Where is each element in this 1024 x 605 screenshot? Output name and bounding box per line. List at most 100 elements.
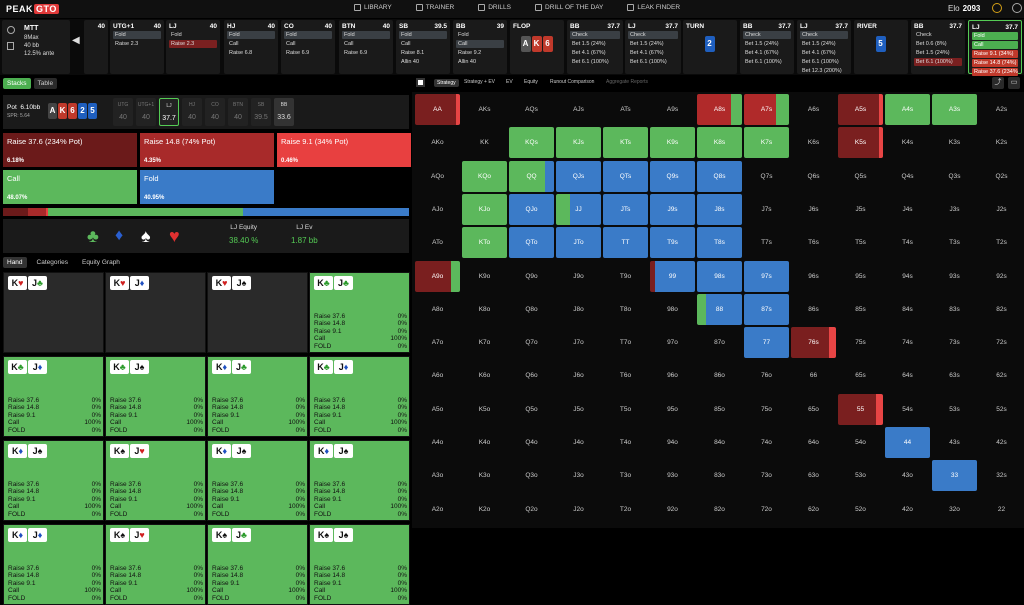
range-cell-AJs[interactable]: AJs xyxy=(573,106,584,113)
hand-combo-cell[interactable]: K ♣ J ♦ Raise 37.6 0% Raise 14.8 0% Raise 9.1 0% C… xyxy=(3,356,104,437)
player-column-lj[interactable]: LJ 37.7 Fold Call Raise 9.1 (34%) Raise 14.8 … xyxy=(968,20,1022,76)
range-cell-64o[interactable]: 64o xyxy=(808,439,819,446)
action-option[interactable]: Check xyxy=(916,32,932,38)
range-cell-J3o[interactable]: J3o xyxy=(573,472,584,480)
export-icon[interactable]: ▭ xyxy=(1008,77,1020,89)
range-cell-A4s[interactable]: A4s xyxy=(885,94,930,125)
range-cell-42o[interactable]: 42o xyxy=(902,505,913,513)
range-cell-AJo[interactable]: AJo xyxy=(431,205,444,213)
range-cell-44[interactable]: 44 xyxy=(885,427,930,458)
nav-item[interactable]: DRILL OF THE DAY xyxy=(535,4,603,11)
action-option[interactable]: Fold xyxy=(171,32,182,38)
range-cell-Q7o[interactable]: Q7o xyxy=(525,339,538,347)
action-option[interactable]: Fold xyxy=(113,31,161,39)
range-cell-Q3o[interactable]: Q3o xyxy=(525,472,538,480)
strategy-raise-1[interactable]: Raise 14.8 (74% Pot) 4.35% xyxy=(140,133,274,167)
hand-combo-cell[interactable]: K ♥ J ♦ xyxy=(105,272,206,353)
player-column-bb[interactable]: BB 39 Fold Call Raise 9.2 Allin 40 xyxy=(453,20,507,74)
range-cell-QTs[interactable]: QTs xyxy=(603,160,648,192)
range-cell-55[interactable]: 55 xyxy=(838,393,883,425)
range-cell-KQs[interactable]: KQs xyxy=(509,127,554,159)
range-cell-AA[interactable]: AA xyxy=(415,94,460,125)
range-cell-85s[interactable]: 85s xyxy=(855,305,866,313)
hand-combo-cell[interactable]: K ♠ J ♥ Raise 37.6 0% Raise 14.8 0% Raise 9.1 0% C… xyxy=(105,440,206,521)
range-cell-JTo[interactable]: JTo xyxy=(556,227,601,259)
action-option[interactable]: Bet 0.6 (8%) xyxy=(916,41,947,47)
range-cell-AQs[interactable]: AQs xyxy=(525,106,538,113)
range-cell-K7s[interactable]: K7s xyxy=(744,127,789,159)
range-cell-J6o[interactable]: J6o xyxy=(573,372,584,380)
range-cell-J8o[interactable]: J8o xyxy=(573,305,584,313)
action-option[interactable]: Call xyxy=(456,40,504,48)
action-option[interactable]: Call xyxy=(972,41,1018,49)
range-cell-J4s[interactable]: J4s xyxy=(902,205,913,213)
range-cell-52o[interactable]: 52o xyxy=(855,505,866,513)
range-cell-33[interactable]: 33 xyxy=(932,460,977,492)
range-cell-J4o[interactable]: J4o xyxy=(573,439,584,446)
action-option[interactable]: Raise 2.3 xyxy=(115,41,139,47)
action-option[interactable]: Call xyxy=(401,41,411,47)
range-cell-A9s[interactable]: A9s xyxy=(666,106,679,113)
range-cell-K2o[interactable]: K2o xyxy=(478,505,491,513)
range-cell-74s[interactable]: 74s xyxy=(902,339,913,347)
action-option[interactable]: Check xyxy=(743,31,791,39)
action-option[interactable]: Bet 1.5 (24%) xyxy=(630,41,664,47)
range-cell-K7o[interactable]: K7o xyxy=(478,339,491,347)
gear-icon[interactable] xyxy=(7,26,15,34)
player-column-bb[interactable]: BB 37.7 Check Bet 0.6 (8%) Bet 1.5 (24%) Bet … xyxy=(911,20,965,74)
range-cell-K8o[interactable]: K8o xyxy=(478,305,491,313)
nav-item[interactable]: LIBRARY xyxy=(354,4,392,11)
action-option[interactable]: Bet 6.1 (100%) xyxy=(745,59,782,65)
range-cell-87s[interactable]: 87s xyxy=(744,293,789,325)
tab-ev[interactable]: EV xyxy=(506,79,513,85)
player-column-lj[interactable]: LJ 40 Fold Raise 2.3 xyxy=(166,20,220,74)
range-cell-98o[interactable]: 98o xyxy=(667,305,678,313)
range-cell-T7o[interactable]: T7o xyxy=(619,339,632,347)
range-cell-A5o[interactable]: A5o xyxy=(431,405,444,413)
seat-lj[interactable]: LJ 37.7 xyxy=(159,98,179,126)
range-cell-QQ[interactable]: QQ xyxy=(509,160,554,192)
action-option[interactable]: Bet 6.1 (100%) xyxy=(630,59,667,65)
range-cell-K3o[interactable]: K3o xyxy=(478,472,491,480)
chat-icon[interactable] xyxy=(1012,3,1022,13)
range-cell-52s[interactable]: 52s xyxy=(996,405,1007,413)
range-cell-84o[interactable]: 84o xyxy=(714,439,725,446)
action-option[interactable]: Fold xyxy=(458,32,469,38)
tab-runout-comparison[interactable]: Runout Comparison xyxy=(550,79,595,85)
range-cell-T3o[interactable]: T3o xyxy=(619,472,632,480)
range-cell-95s[interactable]: 95s xyxy=(855,272,866,280)
range-cell-T9o[interactable]: T9o xyxy=(619,272,632,280)
tab-table[interactable]: Table xyxy=(33,78,58,89)
range-cell-J7o[interactable]: J7o xyxy=(573,339,584,347)
range-cell-KK[interactable]: KK xyxy=(480,139,489,147)
tab-strategy[interactable]: Strategy xyxy=(434,79,459,87)
action-option[interactable]: Allin 40 xyxy=(401,59,420,65)
range-cell-K4o[interactable]: K4o xyxy=(478,439,491,446)
nav-item[interactable]: LEAK FINDER xyxy=(627,4,680,11)
scroll-left-icon[interactable]: ◀ xyxy=(72,35,80,46)
range-cell-K5o[interactable]: K5o xyxy=(478,405,491,413)
hand-combo-cell[interactable]: K ♣ J ♣ Raise 37.6 0% Raise 14.8 0% Raise 9.1 0% C… xyxy=(309,272,410,353)
range-cell-T4s[interactable]: T4s xyxy=(902,239,913,247)
range-cell-Q8s[interactable]: Q8s xyxy=(697,160,742,192)
range-cell-JTs[interactable]: JTs xyxy=(603,193,648,225)
range-cell-Q6s[interactable]: Q6s xyxy=(807,172,820,180)
club-filter-icon[interactable]: ♣ xyxy=(87,226,99,246)
hand-combo-cell[interactable]: K ♦ J ♠ Raise 37.6 0% Raise 14.8 0% Raise 9.1 0% C… xyxy=(309,440,410,521)
hand-combo-cell[interactable]: K ♠ J ♣ Raise 37.6 0% Raise 14.8 0% Raise 9.1 0% C… xyxy=(207,524,308,605)
action-option[interactable]: Allin 40 xyxy=(458,59,477,65)
range-cell-98s[interactable]: 98s xyxy=(697,260,742,292)
hand-combo-cell[interactable]: K ♣ J ♦ Raise 37.6 0% Raise 14.8 0% Raise 9.1 0% C… xyxy=(309,356,410,437)
range-cell-T9s[interactable]: T9s xyxy=(650,227,695,259)
seat-hj[interactable]: HJ 40 xyxy=(182,98,202,126)
tab-equity-graph[interactable]: Equity Graph xyxy=(81,259,120,266)
range-cell-94s[interactable]: 94s xyxy=(902,272,913,280)
range-cell-93o[interactable]: 93o xyxy=(667,472,678,480)
action-option[interactable]: Bet 6.1 (100%) xyxy=(802,59,839,65)
action-option[interactable]: Bet 4.1 (67%) xyxy=(802,50,836,56)
range-cell-T6o[interactable]: T6o xyxy=(619,372,632,380)
tab-equity[interactable]: Equity xyxy=(524,79,538,85)
action-option[interactable]: Raise 8.1 xyxy=(401,50,425,56)
player-column-sb[interactable]: SB 39.5 Fold Call Raise 8.1 Allin 40 xyxy=(396,20,450,74)
hand-combo-cell[interactable]: K ♦ J ♠ Raise 37.6 0% Raise 14.8 0% Raise 9.1 0% C… xyxy=(207,440,308,521)
